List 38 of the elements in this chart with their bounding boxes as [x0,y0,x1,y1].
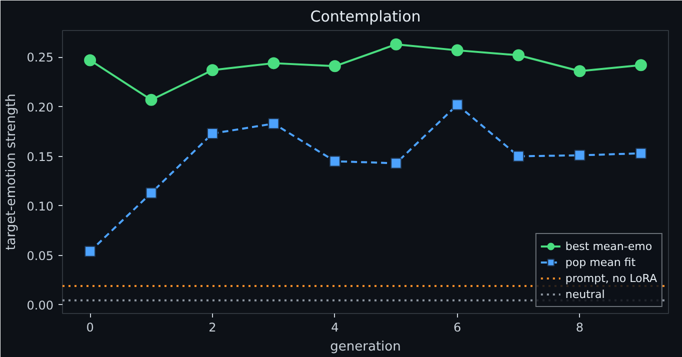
y-tick-label: 0.15 [26,150,54,164]
y-tick-label: 0.10 [26,199,54,214]
point [512,49,525,62]
x-tick-label: 4 [331,320,339,334]
legend-label: pop mean fit [565,254,636,270]
point [635,148,646,159]
x-tick-label: 2 [208,320,216,334]
y-tick-label: 0.20 [26,100,54,114]
point [634,59,647,72]
x-tick-label: 0 [86,320,94,334]
ref-line-label: neutral [565,286,605,302]
point [268,118,280,130]
y-tick-label: 0.25 [26,50,54,65]
y-axis-title: target-emotion strength [4,94,19,250]
point [206,64,218,76]
legend-label: best mean-emo [565,238,652,254]
chart-title: Contemplation [310,8,421,26]
x-axis-title: generation [330,340,401,354]
x-tick-label: 8 [576,320,584,334]
point [145,94,158,106]
point [574,150,586,161]
point [84,54,96,66]
point [328,60,341,72]
ref-line-label: prompt, no LoRA [565,270,657,286]
point [206,128,218,140]
point [451,44,464,56]
point [84,246,96,257]
point [390,158,402,169]
y-tick-label: 0.00 [26,298,54,312]
point [513,150,524,162]
point [452,99,463,110]
point [574,65,586,78]
point [390,38,402,50]
x-tick-label: 6 [454,320,462,334]
point [146,187,157,198]
y-tick-label: 0.05 [26,248,54,263]
point [329,156,340,167]
point [268,57,280,70]
